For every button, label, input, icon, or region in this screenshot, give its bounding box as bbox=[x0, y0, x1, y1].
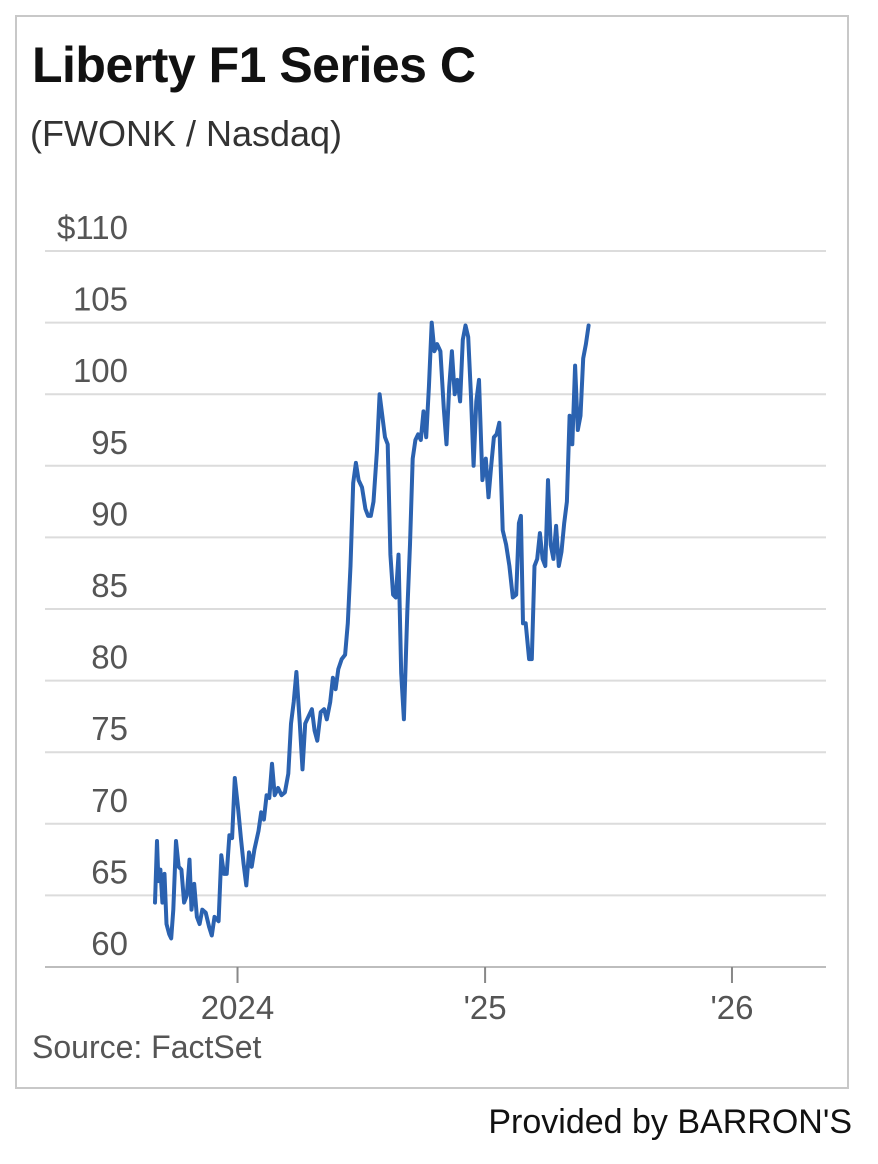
x-axis-ticks: 2024 '25 '26 bbox=[201, 967, 753, 1026]
y-tick-label: 60 bbox=[91, 925, 128, 962]
y-tick-label: 100 bbox=[73, 352, 128, 389]
x-tick-label: '25 bbox=[464, 989, 507, 1026]
y-tick-label: $110 bbox=[57, 209, 128, 246]
provider-credit: Provided by BARRON'S bbox=[488, 1103, 852, 1141]
grid-lines bbox=[45, 250, 826, 968]
chart-subtitle: (FWONK / Nasdaq) bbox=[30, 113, 343, 154]
y-axis-ticks: $110 105 100 95 90 85 80 75 70 65 60 bbox=[57, 209, 128, 962]
y-tick-label: 90 bbox=[91, 495, 128, 532]
source-note: Source: FactSet bbox=[32, 1029, 262, 1065]
y-tick-label: 105 bbox=[73, 281, 128, 318]
chart-card bbox=[15, 15, 849, 1089]
y-tick-label: 75 bbox=[91, 710, 128, 747]
y-tick-label: 80 bbox=[91, 639, 128, 676]
price-series-line bbox=[153, 320, 591, 941]
y-tick-label: 95 bbox=[91, 424, 128, 461]
chart-title: Liberty F1 Series C bbox=[32, 37, 476, 93]
y-tick-label: 85 bbox=[91, 567, 128, 604]
x-tick-label: 2024 bbox=[201, 989, 274, 1026]
y-tick-label: 70 bbox=[91, 782, 128, 819]
x-tick-label: '26 bbox=[710, 989, 753, 1026]
y-tick-label: 65 bbox=[91, 853, 128, 890]
